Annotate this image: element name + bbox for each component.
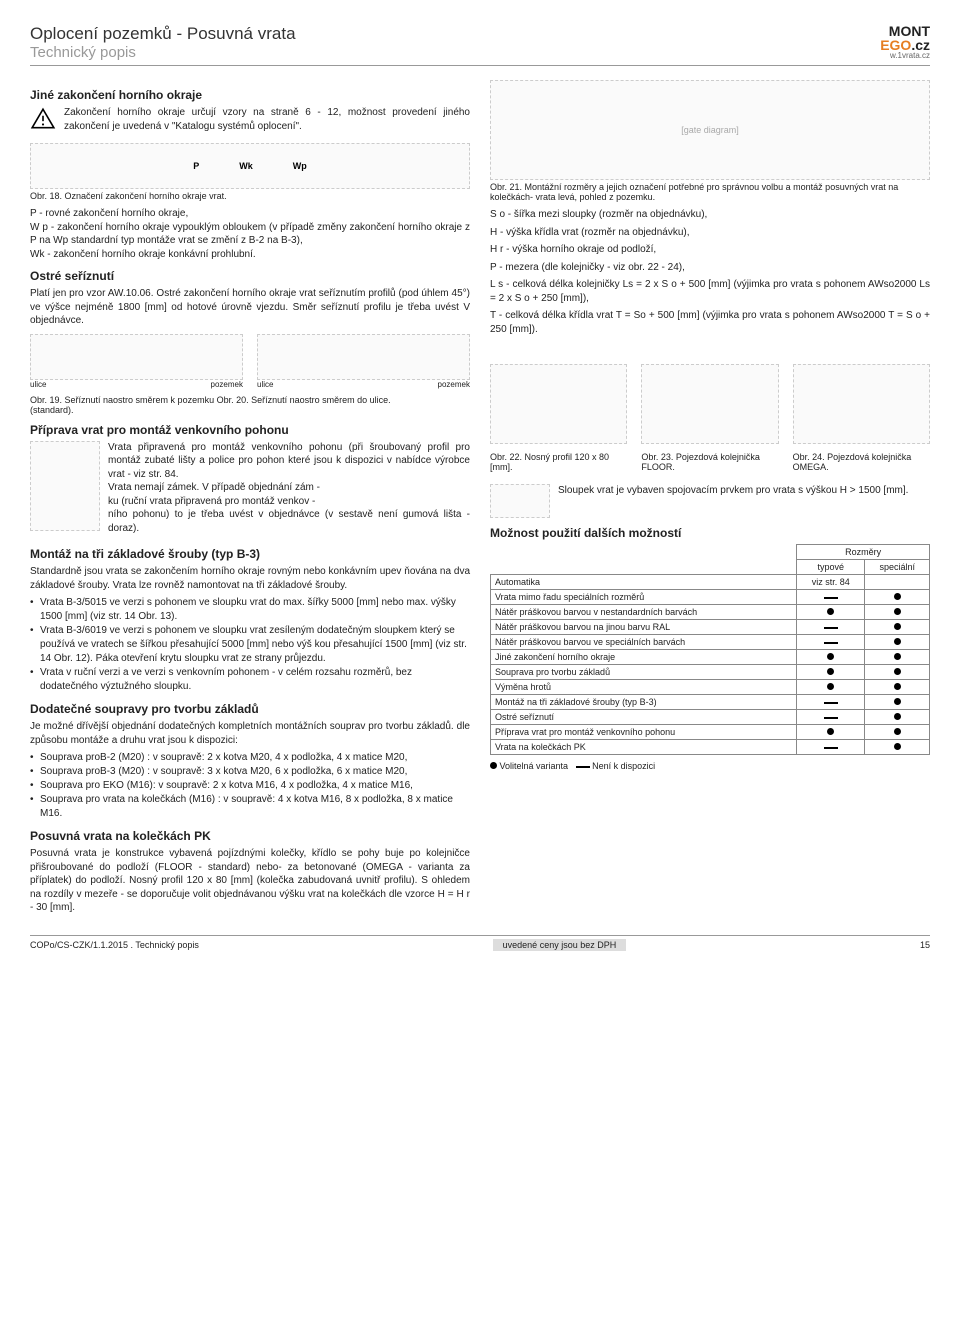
sec2-body: Platí jen pro vzor AW.10.06. Ostré zakon… — [30, 287, 470, 328]
bracket-diagram — [490, 484, 550, 518]
sec3-title: Příprava vrat pro montáž venkovního poho… — [30, 423, 470, 437]
def-item: S o - šířka mezi sloupky (rozměr na obje… — [490, 208, 930, 222]
fig21-caption: Obr. 21. Montážní rozměry a jejich označ… — [490, 182, 930, 202]
sec4-list: Vrata B-3/5015 ve verzi s pohonem ve slo… — [30, 596, 470, 694]
sec2-title: Ostré seříznutí — [30, 269, 470, 283]
def-item: H - výška křídla vrat (rozměr na objedná… — [490, 226, 930, 240]
sec1-desc: P - rovné zakončení horního okraje, W p … — [30, 207, 470, 261]
footer-right: 15 — [920, 940, 930, 950]
left-column: Jiné zakončení horního okraje Zakončení … — [30, 80, 470, 919]
def-item: T - celková délka křídla vrat T = So + 5… — [490, 309, 930, 336]
right-note: Sloupek vrat je vybaven spojovacím prvke… — [558, 484, 908, 514]
fig21-diagram: [gate diagram] — [490, 80, 930, 180]
table-row: Ostré seříznutí — [491, 710, 930, 725]
fig22-caption: Obr. 22. Nosný profil 120 x 80 [mm]. — [490, 452, 627, 472]
fig24-diagram — [793, 364, 930, 444]
sec5-list: Souprava proB-2 (M20) : v soupravě: 2 x … — [30, 751, 470, 821]
table-row: Nátěr práškovou barvou ve speciálních ba… — [491, 635, 930, 650]
page-footer: COPo/CS-CZK/1.1.2015 . Technický popis u… — [30, 935, 930, 951]
options-legend: Volitelná varianta Není k dispozici — [490, 761, 930, 771]
logo: MONT EGO.cz w.1vrata.cz — [880, 24, 930, 60]
list-item: Souprava pro EKO (M16): v soupravě: 2 x … — [40, 779, 470, 793]
def-item: L s - celková délka kolejničky Ls = 2 x … — [490, 278, 930, 305]
table-row: Vrata mimo řadu speciálních rozměrů — [491, 590, 930, 605]
page-subtitle: Technický popis — [30, 44, 296, 61]
sec3-body: Vrata připravená pro montáž venkovního p… — [108, 441, 470, 536]
sec6-title: Posuvná vrata na kolečkách PK — [30, 829, 470, 843]
table-row: Montáž na tři základové šrouby (typ B-3) — [491, 695, 930, 710]
table-row: Jiné zakončení horního okraje — [491, 650, 930, 665]
table-row: Příprava vrat pro montáž venkovního poho… — [491, 725, 930, 740]
fig22-diagram — [490, 364, 627, 444]
right-column: [gate diagram] Obr. 21. Montážní rozměry… — [490, 80, 930, 919]
page-header: Oplocení pozemků - Posuvná vrata Technic… — [30, 24, 930, 66]
fig18-caption: Obr. 18. Označení zakončení horního okra… — [30, 191, 470, 201]
table-row: Souprava pro tvorbu základů — [491, 665, 930, 680]
footer-mid: uvedené ceny jsou bez DPH — [493, 939, 627, 951]
sec6-body: Posuvná vrata je konstrukce vybavená poj… — [30, 847, 470, 915]
list-item: Vrata v ruční verzi a ve verzi s venkovn… — [40, 666, 470, 694]
sec3-diagram — [30, 441, 100, 531]
sec1-title: Jiné zakončení horního okraje — [30, 88, 470, 102]
warning-icon — [30, 106, 56, 132]
table-row: Nátěr práškovou barvou na jinou barvu RA… — [491, 620, 930, 635]
fig19-diagram — [30, 334, 243, 380]
options-title: Možnost použití dalších možností — [490, 526, 930, 540]
fig19-20-caption: Obr. 19. Seříznutí naostro směrem k poze… — [30, 395, 470, 415]
defs-list: S o - šířka mezi sloupky (rozměr na obje… — [490, 208, 930, 336]
sec4-body: Standardně jsou vrata se zakončením horn… — [30, 565, 470, 592]
fig23-diagram — [641, 364, 778, 444]
fig23-caption: Obr. 23. Pojezdová kolejnička FLOOR. — [641, 452, 778, 472]
table-row: Vrata na kolečkách PK — [491, 740, 930, 755]
list-item: Souprava proB-2 (M20) : v soupravě: 2 x … — [40, 751, 470, 765]
table-row: Automatikaviz str. 84 — [491, 575, 930, 590]
sec4-title: Montáž na tři základové šrouby (typ B-3) — [30, 547, 470, 561]
options-table: Rozměry typovéspeciální Automatikaviz st… — [490, 544, 930, 755]
footer-left: COPo/CS-CZK/1.1.2015 . Technický popis — [30, 940, 199, 950]
fig18-diagram: P Wk Wp — [30, 143, 470, 189]
fig20-diagram — [257, 334, 470, 380]
sec5-body: Je možné dřívější objednání dodatečných … — [30, 720, 470, 747]
page-title: Oplocení pozemků - Posuvná vrata — [30, 24, 296, 44]
def-item: P - mezera (dle kolejničky - viz obr. 22… — [490, 261, 930, 275]
list-item: Vrata B-3/6019 ve verzi s pohonem ve slo… — [40, 624, 470, 666]
fig24-caption: Obr. 24. Pojezdová kolejnička OMEGA. — [793, 452, 930, 472]
list-item: Souprava pro vrata na kolečkách (M16) : … — [40, 793, 470, 821]
sec1-note: Zakončení horního okraje určují vzory na… — [64, 106, 470, 133]
table-row: Výměna hrotů — [491, 680, 930, 695]
table-row: Nátěr práškovou barvou v nestandardních … — [491, 605, 930, 620]
list-item: Vrata B-3/5015 ve verzi s pohonem ve slo… — [40, 596, 470, 624]
def-item: H r - výška horního okraje od podloží, — [490, 243, 930, 257]
list-item: Souprava proB-3 (M20) : v soupravě: 3 x … — [40, 765, 470, 779]
sec5-title: Dodatečné soupravy pro tvorbu základů — [30, 702, 470, 716]
logo-sub: w.1vrata.cz — [880, 52, 930, 60]
header-left: Oplocení pozemků - Posuvná vrata Technic… — [30, 24, 296, 61]
